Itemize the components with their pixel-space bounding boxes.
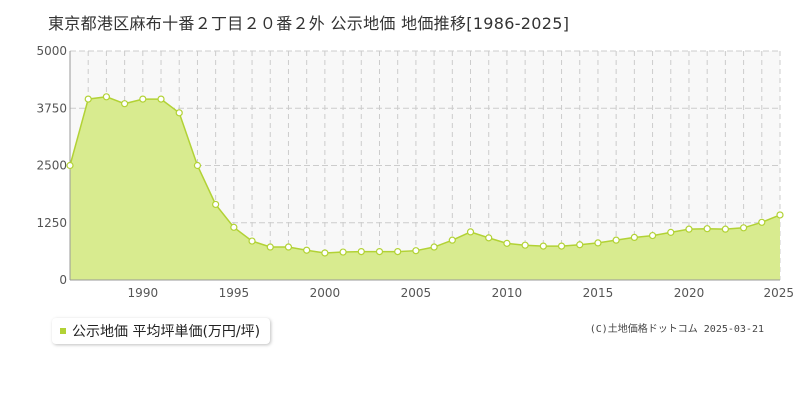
data-point — [284, 243, 293, 251]
data-point — [630, 233, 638, 242]
x-tick-label: 2005 — [401, 286, 432, 300]
data-point — [466, 228, 475, 236]
y-tick-label: 2500 — [36, 159, 67, 173]
chart-title: 東京都港区麻布十番２丁目２０番２外 公示地価 地価推移[1986-2025] — [48, 14, 570, 33]
data-point — [303, 246, 311, 254]
data-point — [84, 95, 92, 103]
y-tick-label: 5000 — [36, 44, 67, 58]
y-tick-label: 0 — [59, 273, 67, 287]
data-point — [139, 95, 147, 103]
data-point — [175, 109, 183, 117]
data-point — [758, 218, 766, 226]
data-point — [521, 241, 529, 249]
data-point — [212, 200, 220, 209]
data-point — [357, 248, 365, 256]
legend-label: 公示地価 平均坪単価(万円/坪) — [72, 324, 261, 340]
credit-text: (C)土地価格ドットコム 2025-03-21 — [589, 324, 764, 335]
data-point — [503, 239, 511, 247]
data-point — [248, 237, 256, 245]
data-point — [485, 234, 493, 242]
data-point — [721, 225, 729, 233]
y-axis-labels: 0 1250 2500 3750 5000 — [36, 44, 67, 287]
data-point — [121, 100, 129, 108]
data-point — [339, 248, 347, 256]
legend-marker-icon — [60, 328, 66, 334]
x-tick-label: 2000 — [310, 286, 341, 300]
data-points — [66, 93, 784, 257]
x-tick-label: 1995 — [219, 286, 250, 300]
data-point — [157, 95, 165, 103]
data-point — [612, 236, 620, 244]
data-point — [412, 247, 420, 255]
data-point — [594, 239, 602, 247]
x-tick-label: 2025 — [763, 286, 794, 300]
data-point — [230, 223, 238, 231]
x-tick-label: 2010 — [492, 286, 523, 300]
data-point — [557, 242, 566, 250]
series-line — [69, 96, 781, 254]
x-tick-label: 2020 — [674, 286, 705, 300]
data-point — [648, 231, 657, 240]
x-axis-labels: 1990 1995 2000 2005 2010 2015 2020 2025 — [128, 286, 794, 300]
data-point — [394, 248, 402, 256]
data-point — [66, 161, 74, 170]
data-point — [430, 243, 438, 251]
x-tick-label: 1990 — [128, 286, 159, 300]
data-point — [576, 241, 584, 249]
legend: 公示地価 平均坪単価(万円/坪) — [52, 318, 271, 344]
series-area — [70, 96, 780, 280]
data-point — [667, 228, 675, 236]
data-point — [102, 93, 111, 101]
data-point — [375, 248, 384, 256]
data-point — [193, 161, 202, 170]
data-point — [539, 242, 547, 250]
data-point — [685, 225, 693, 233]
data-point — [739, 224, 748, 232]
data-point — [321, 249, 329, 257]
x-tick-label: 2015 — [583, 286, 614, 300]
data-point — [448, 236, 456, 244]
y-tick-label: 3750 — [36, 101, 67, 115]
data-point — [776, 211, 784, 219]
data-point — [266, 243, 274, 251]
y-tick-label: 1250 — [36, 216, 67, 230]
data-point — [703, 225, 711, 233]
